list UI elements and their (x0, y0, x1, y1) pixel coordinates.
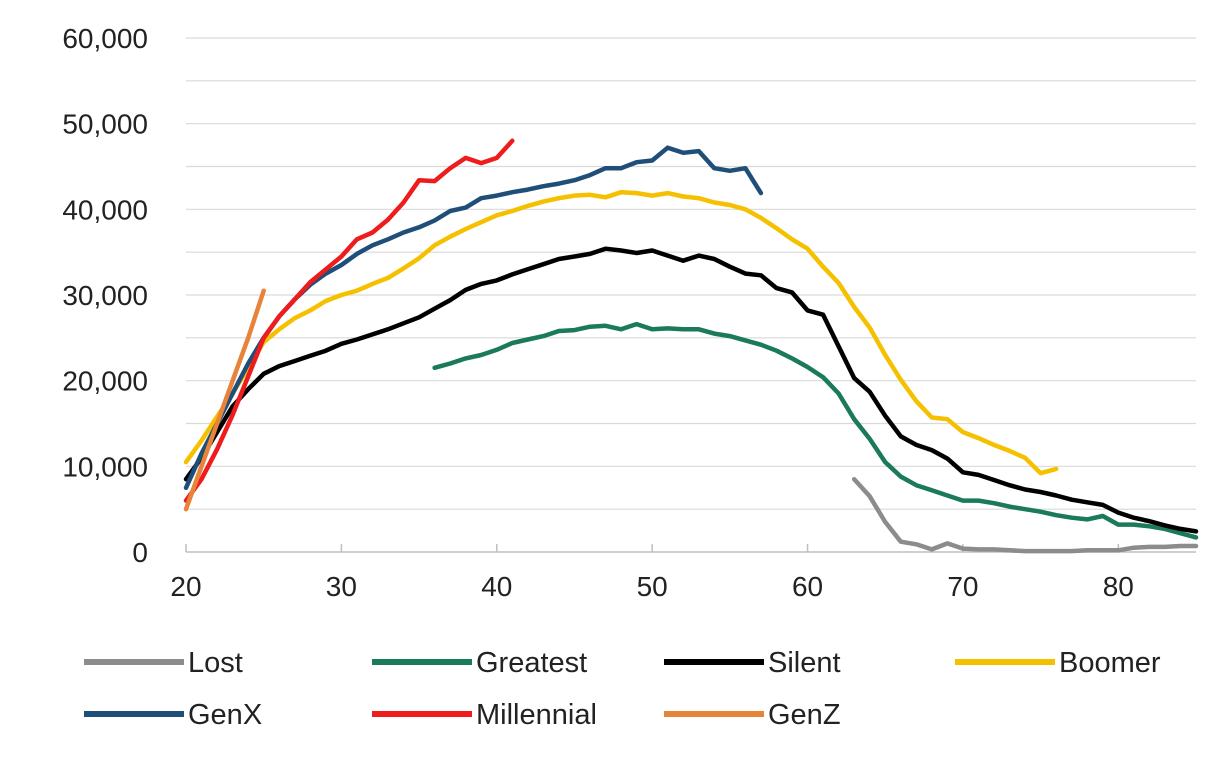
y-tick-label: 60,000 (62, 23, 148, 54)
series-line-lost (851, 476, 1199, 554)
legend-label: Lost (188, 647, 243, 679)
series-line-millennial (183, 138, 515, 503)
legend-item-genz: GenZ (664, 699, 841, 731)
x-tick-label: 20 (170, 571, 201, 602)
x-tick-label: 80 (1103, 571, 1134, 602)
x-tick-label: 40 (481, 571, 512, 602)
series-line-silent (183, 246, 1199, 534)
y-axis: 0 10,000 20,000 30,000 40,000 50,000 60,000 (62, 23, 148, 568)
y-tick-label: 30,000 (62, 280, 148, 311)
gridlines (186, 37, 1196, 510)
legend-label: Boomer (1059, 647, 1161, 679)
y-tick-label: 40,000 (62, 194, 148, 225)
y-tick-label: 10,000 (62, 451, 148, 482)
x-tick-label: 30 (326, 571, 357, 602)
legend-label: Millennial (476, 699, 597, 731)
legend-item-millennial: Millennial (372, 699, 597, 731)
series-line-boomer (183, 189, 1059, 476)
legend-item-greatest: Greatest (372, 647, 587, 679)
x-tick-label: 50 (637, 571, 668, 602)
y-tick-label: 20,000 (62, 366, 148, 397)
legend-label: Greatest (476, 647, 587, 679)
legend-item-genx: GenX (84, 699, 262, 731)
legend-item-silent: Silent (664, 647, 841, 679)
series-line-genz (183, 288, 266, 512)
legend-item-lost: Lost (84, 647, 243, 679)
y-tick-label: 0 (132, 537, 148, 568)
series-line-genx (183, 145, 764, 491)
y-tick-label: 50,000 (62, 109, 148, 140)
legend-label: GenZ (768, 699, 841, 731)
x-tick-label: 70 (947, 571, 978, 602)
legend-label: Silent (768, 647, 841, 679)
series-lines (183, 138, 1199, 554)
legend: Lost Greatest Silent Boomer GenX Millennial Ge… (84, 647, 1161, 731)
x-tick-label: 60 (792, 571, 823, 602)
legend-label: GenX (188, 699, 262, 731)
legend-item-boomer: Boomer (955, 647, 1161, 679)
series-line-greatest (432, 321, 1199, 540)
